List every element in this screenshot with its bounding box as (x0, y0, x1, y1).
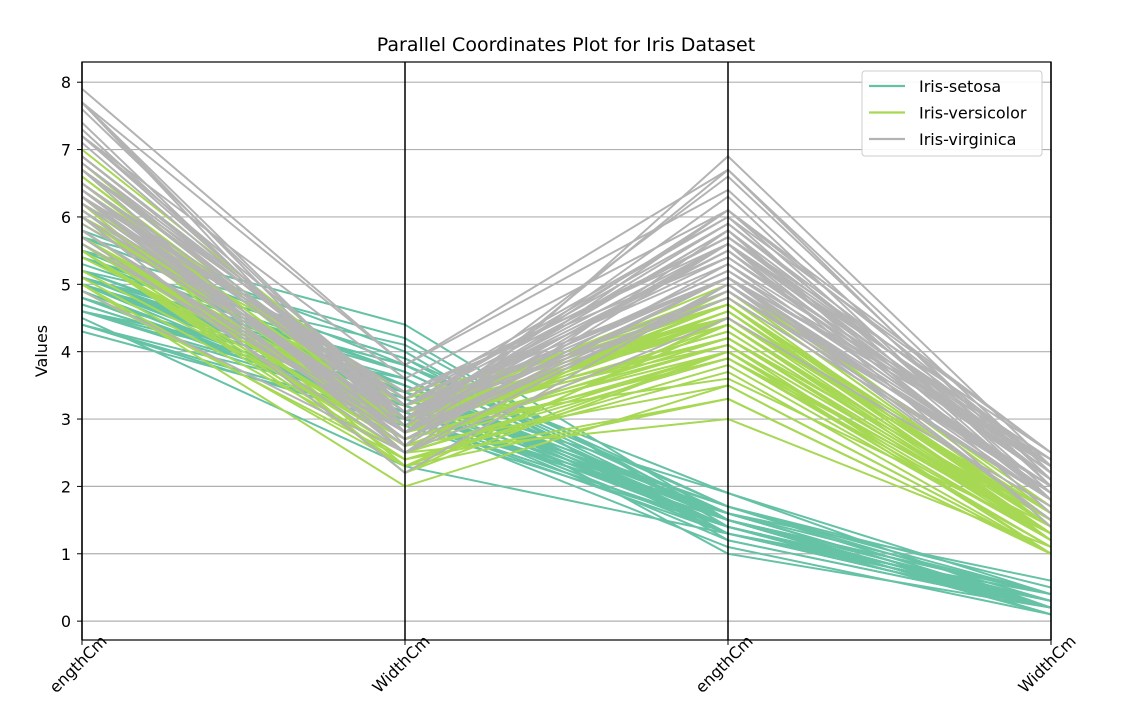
y-tick-label: 3 (61, 410, 71, 429)
series-iris-virginica (81, 88, 1052, 528)
data-line (81, 182, 1052, 488)
data-line (81, 169, 1052, 461)
x-tick-label: engthCm (691, 631, 756, 696)
y-tick-label: 7 (61, 141, 71, 160)
data-lines (81, 88, 1052, 616)
data-line (81, 101, 1052, 474)
data-line (81, 222, 1052, 501)
x-tick-label: WidthCm (368, 631, 433, 696)
data-line (81, 216, 1052, 521)
y-tick-label: 0 (61, 612, 71, 631)
data-line (81, 168, 1052, 454)
x-tick-label: WidthCm (1014, 631, 1079, 696)
x-axis-ticks: engthCm WidthCm engthCm WidthCm (45, 631, 1079, 696)
data-line (81, 229, 1052, 494)
y-axis-ticks: 0 1 2 3 4 5 6 7 8 (61, 73, 82, 631)
data-line (81, 101, 1052, 488)
y-tick-label: 6 (61, 208, 71, 227)
data-line (81, 135, 1052, 454)
data-line (81, 189, 1052, 474)
plot-frame (81, 61, 1052, 641)
legend-label: Iris-setosa (919, 77, 1001, 96)
legend: Iris-setosa Iris-versicolor Iris-virginica (861, 70, 1043, 157)
y-tick-label: 8 (61, 73, 71, 92)
legend-box (861, 70, 1043, 157)
data-line (81, 249, 1052, 555)
data-line (81, 290, 1052, 508)
y-tick-label: 2 (61, 477, 71, 496)
x-tick-label: engthCm (45, 631, 110, 696)
data-line (81, 283, 1052, 555)
legend-label: Iris-virginica (919, 130, 1016, 149)
data-line (81, 249, 1052, 535)
legend-label: Iris-versicolor (919, 104, 1027, 123)
data-line (81, 276, 1052, 548)
y-tick-label: 4 (61, 343, 71, 362)
y-tick-label: 5 (61, 275, 71, 294)
y-tick-label: 1 (61, 545, 71, 564)
data-line (81, 202, 1052, 468)
y-axis-label: Values (32, 325, 51, 377)
chart-title: Parallel Coordinates Plot for Iris Datas… (377, 34, 755, 56)
